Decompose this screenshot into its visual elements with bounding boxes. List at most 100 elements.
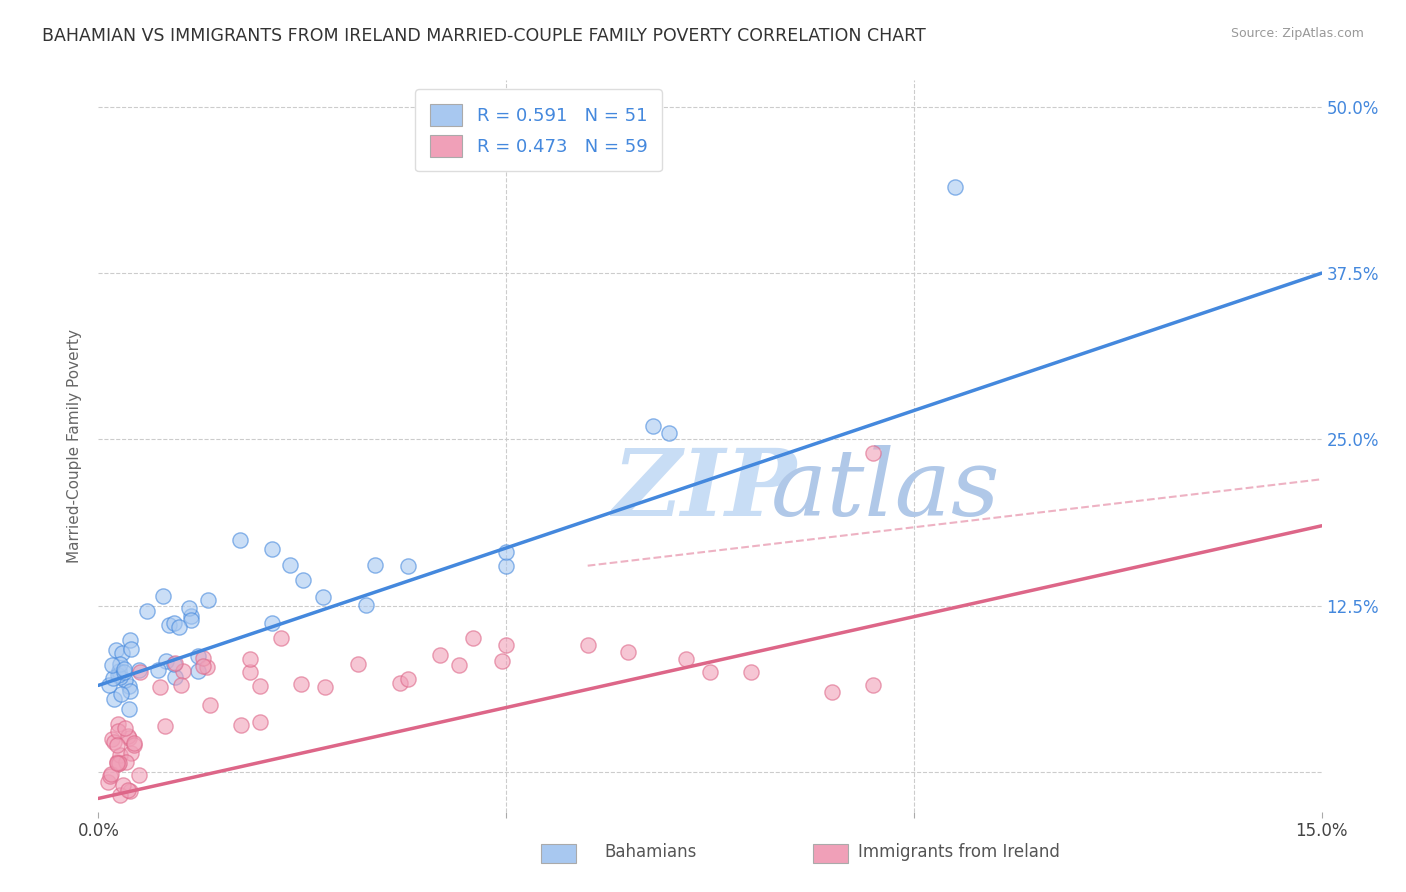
Point xyxy=(163,657,186,671)
Text: Bahamians: Bahamians xyxy=(605,843,697,861)
Point xyxy=(157,618,180,632)
Point xyxy=(172,664,194,678)
Point xyxy=(388,675,411,690)
Point xyxy=(169,678,191,692)
Point xyxy=(191,651,214,665)
Point xyxy=(128,768,150,782)
Point xyxy=(862,678,884,692)
Point xyxy=(152,590,174,604)
Point xyxy=(398,672,420,686)
Point xyxy=(491,654,513,668)
Point xyxy=(117,729,139,743)
Point xyxy=(107,717,129,731)
Point xyxy=(101,658,124,673)
Point xyxy=(163,616,186,631)
Point xyxy=(108,664,131,678)
Text: BAHAMIAN VS IMMIGRANTS FROM IRELAND MARRIED-COUPLE FAMILY POVERTY CORRELATION CH: BAHAMIAN VS IMMIGRANTS FROM IRELAND MARR… xyxy=(42,27,927,45)
Point xyxy=(118,679,141,693)
Point xyxy=(111,646,134,660)
Point xyxy=(311,591,333,605)
Point xyxy=(262,542,284,557)
Point xyxy=(107,757,129,772)
Point xyxy=(169,620,191,634)
Point xyxy=(100,732,122,747)
Point xyxy=(115,755,138,769)
Point xyxy=(118,702,141,716)
Point xyxy=(114,721,136,735)
Point xyxy=(495,639,517,653)
Point xyxy=(105,756,128,770)
Point xyxy=(177,600,200,615)
Point xyxy=(364,558,387,573)
Point xyxy=(314,680,336,694)
Point xyxy=(107,724,129,739)
Point xyxy=(124,736,146,750)
Y-axis label: Married-Couple Family Poverty: Married-Couple Family Poverty xyxy=(67,329,83,563)
Point xyxy=(112,662,135,676)
Point xyxy=(290,677,312,691)
Point xyxy=(229,718,252,732)
Point xyxy=(163,657,186,671)
Point xyxy=(122,739,145,753)
Point xyxy=(249,679,271,693)
Point xyxy=(447,658,470,673)
Point xyxy=(463,631,485,645)
Point xyxy=(103,691,125,706)
Point xyxy=(270,632,292,646)
Point xyxy=(187,664,209,678)
Point xyxy=(97,678,120,692)
Text: Source: ZipAtlas.com: Source: ZipAtlas.com xyxy=(1230,27,1364,40)
Point xyxy=(163,670,186,684)
Point xyxy=(118,731,141,746)
Text: ZIP: ZIP xyxy=(612,445,796,535)
Point xyxy=(105,756,128,771)
Point xyxy=(108,747,131,762)
Point xyxy=(180,608,202,623)
Point xyxy=(396,558,419,573)
Point xyxy=(356,598,378,612)
Text: atlas: atlas xyxy=(772,445,1001,535)
Point xyxy=(110,670,132,684)
Point xyxy=(101,671,124,685)
Point xyxy=(146,663,169,677)
Point xyxy=(120,641,142,656)
Point xyxy=(112,665,135,679)
Point xyxy=(118,784,141,798)
Point xyxy=(112,778,135,792)
Point xyxy=(260,615,283,630)
Point xyxy=(249,714,271,729)
Point xyxy=(821,685,844,699)
Point xyxy=(108,756,131,771)
Text: Immigrants from Ireland: Immigrants from Ireland xyxy=(858,843,1060,861)
Point xyxy=(135,604,157,618)
Point xyxy=(495,545,517,559)
Point xyxy=(110,687,132,701)
Point xyxy=(278,558,301,572)
Point xyxy=(239,665,262,679)
Point xyxy=(238,652,260,666)
Point xyxy=(120,684,142,698)
Point xyxy=(180,613,202,627)
Point xyxy=(495,558,517,573)
Point xyxy=(617,645,640,659)
Point xyxy=(97,775,120,789)
Point xyxy=(118,632,141,647)
Point xyxy=(641,419,664,434)
Point xyxy=(576,639,599,653)
Point xyxy=(153,718,176,732)
Point xyxy=(429,648,451,662)
Point xyxy=(117,782,139,797)
Point xyxy=(100,767,122,781)
Point xyxy=(108,788,131,802)
Point xyxy=(104,642,127,657)
Point xyxy=(943,179,966,194)
Point xyxy=(105,739,128,753)
Point xyxy=(228,533,250,548)
Point xyxy=(98,768,121,782)
Legend: R = 0.591   N = 51, R = 0.473   N = 59: R = 0.591 N = 51, R = 0.473 N = 59 xyxy=(416,89,662,171)
Point xyxy=(675,652,697,666)
Point xyxy=(120,746,142,760)
Point xyxy=(658,425,681,440)
Point xyxy=(347,657,370,671)
Point xyxy=(187,648,209,663)
